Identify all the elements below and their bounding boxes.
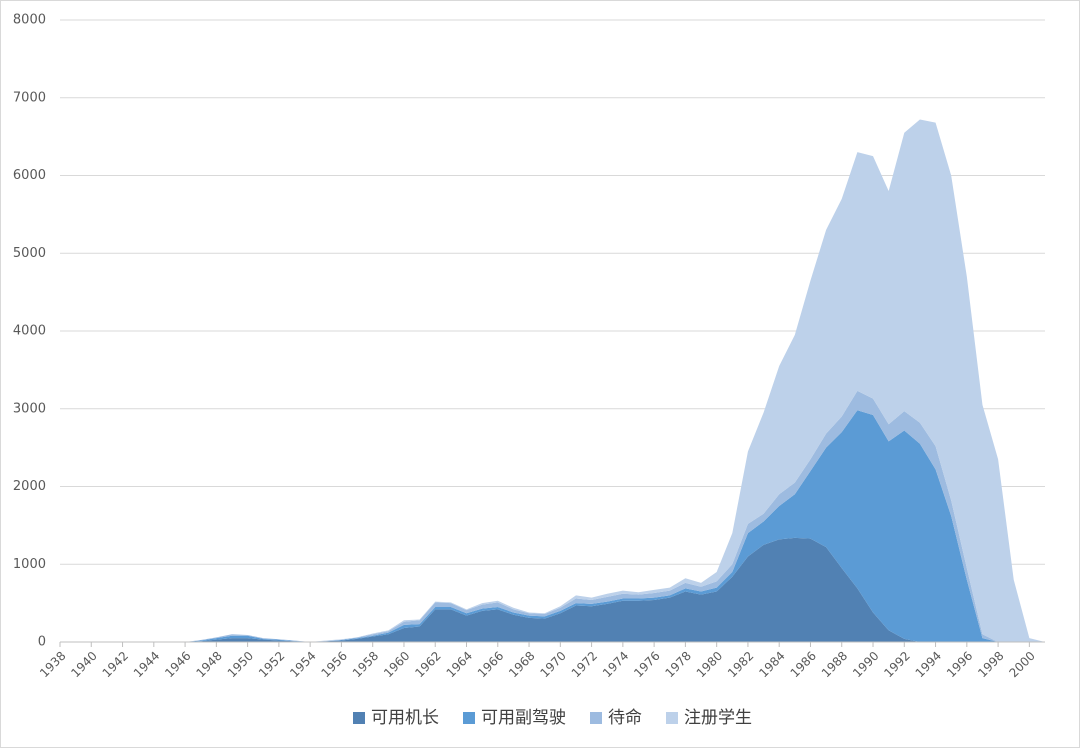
legend-item: 注册学生: [666, 708, 752, 728]
legend-label: 待命: [608, 708, 642, 728]
legend-swatch: [353, 712, 365, 724]
y-tick-label: 3000: [13, 401, 46, 416]
legend-item: 待命: [590, 708, 642, 728]
legend-label: 注册学生: [684, 708, 752, 728]
legend-swatch: [590, 712, 602, 724]
legend-item: 可用机长: [353, 708, 439, 728]
legend: 可用机长 可用副驾驶 待命 注册学生: [353, 708, 752, 728]
legend-swatch: [463, 712, 475, 724]
y-tick-label: 1000: [13, 557, 46, 572]
area: [60, 537, 1045, 642]
legend-item: 可用副驾驶: [463, 708, 566, 728]
y-tick-label: 6000: [13, 168, 46, 183]
y-tick-label: 7000: [13, 90, 46, 105]
area: [60, 119, 1045, 642]
area: [60, 410, 1045, 642]
y-tick-label: 2000: [13, 479, 46, 494]
legend-swatch: [666, 712, 678, 724]
y-tick-label: 5000: [13, 246, 46, 261]
legend-label: 可用机长: [371, 708, 439, 728]
legend-label: 可用副驾驶: [481, 708, 566, 728]
y-tick-label: 8000: [13, 13, 46, 28]
areas: [60, 119, 1045, 642]
y-tick-label: 0: [38, 635, 46, 650]
y-tick-label: 4000: [13, 324, 46, 339]
